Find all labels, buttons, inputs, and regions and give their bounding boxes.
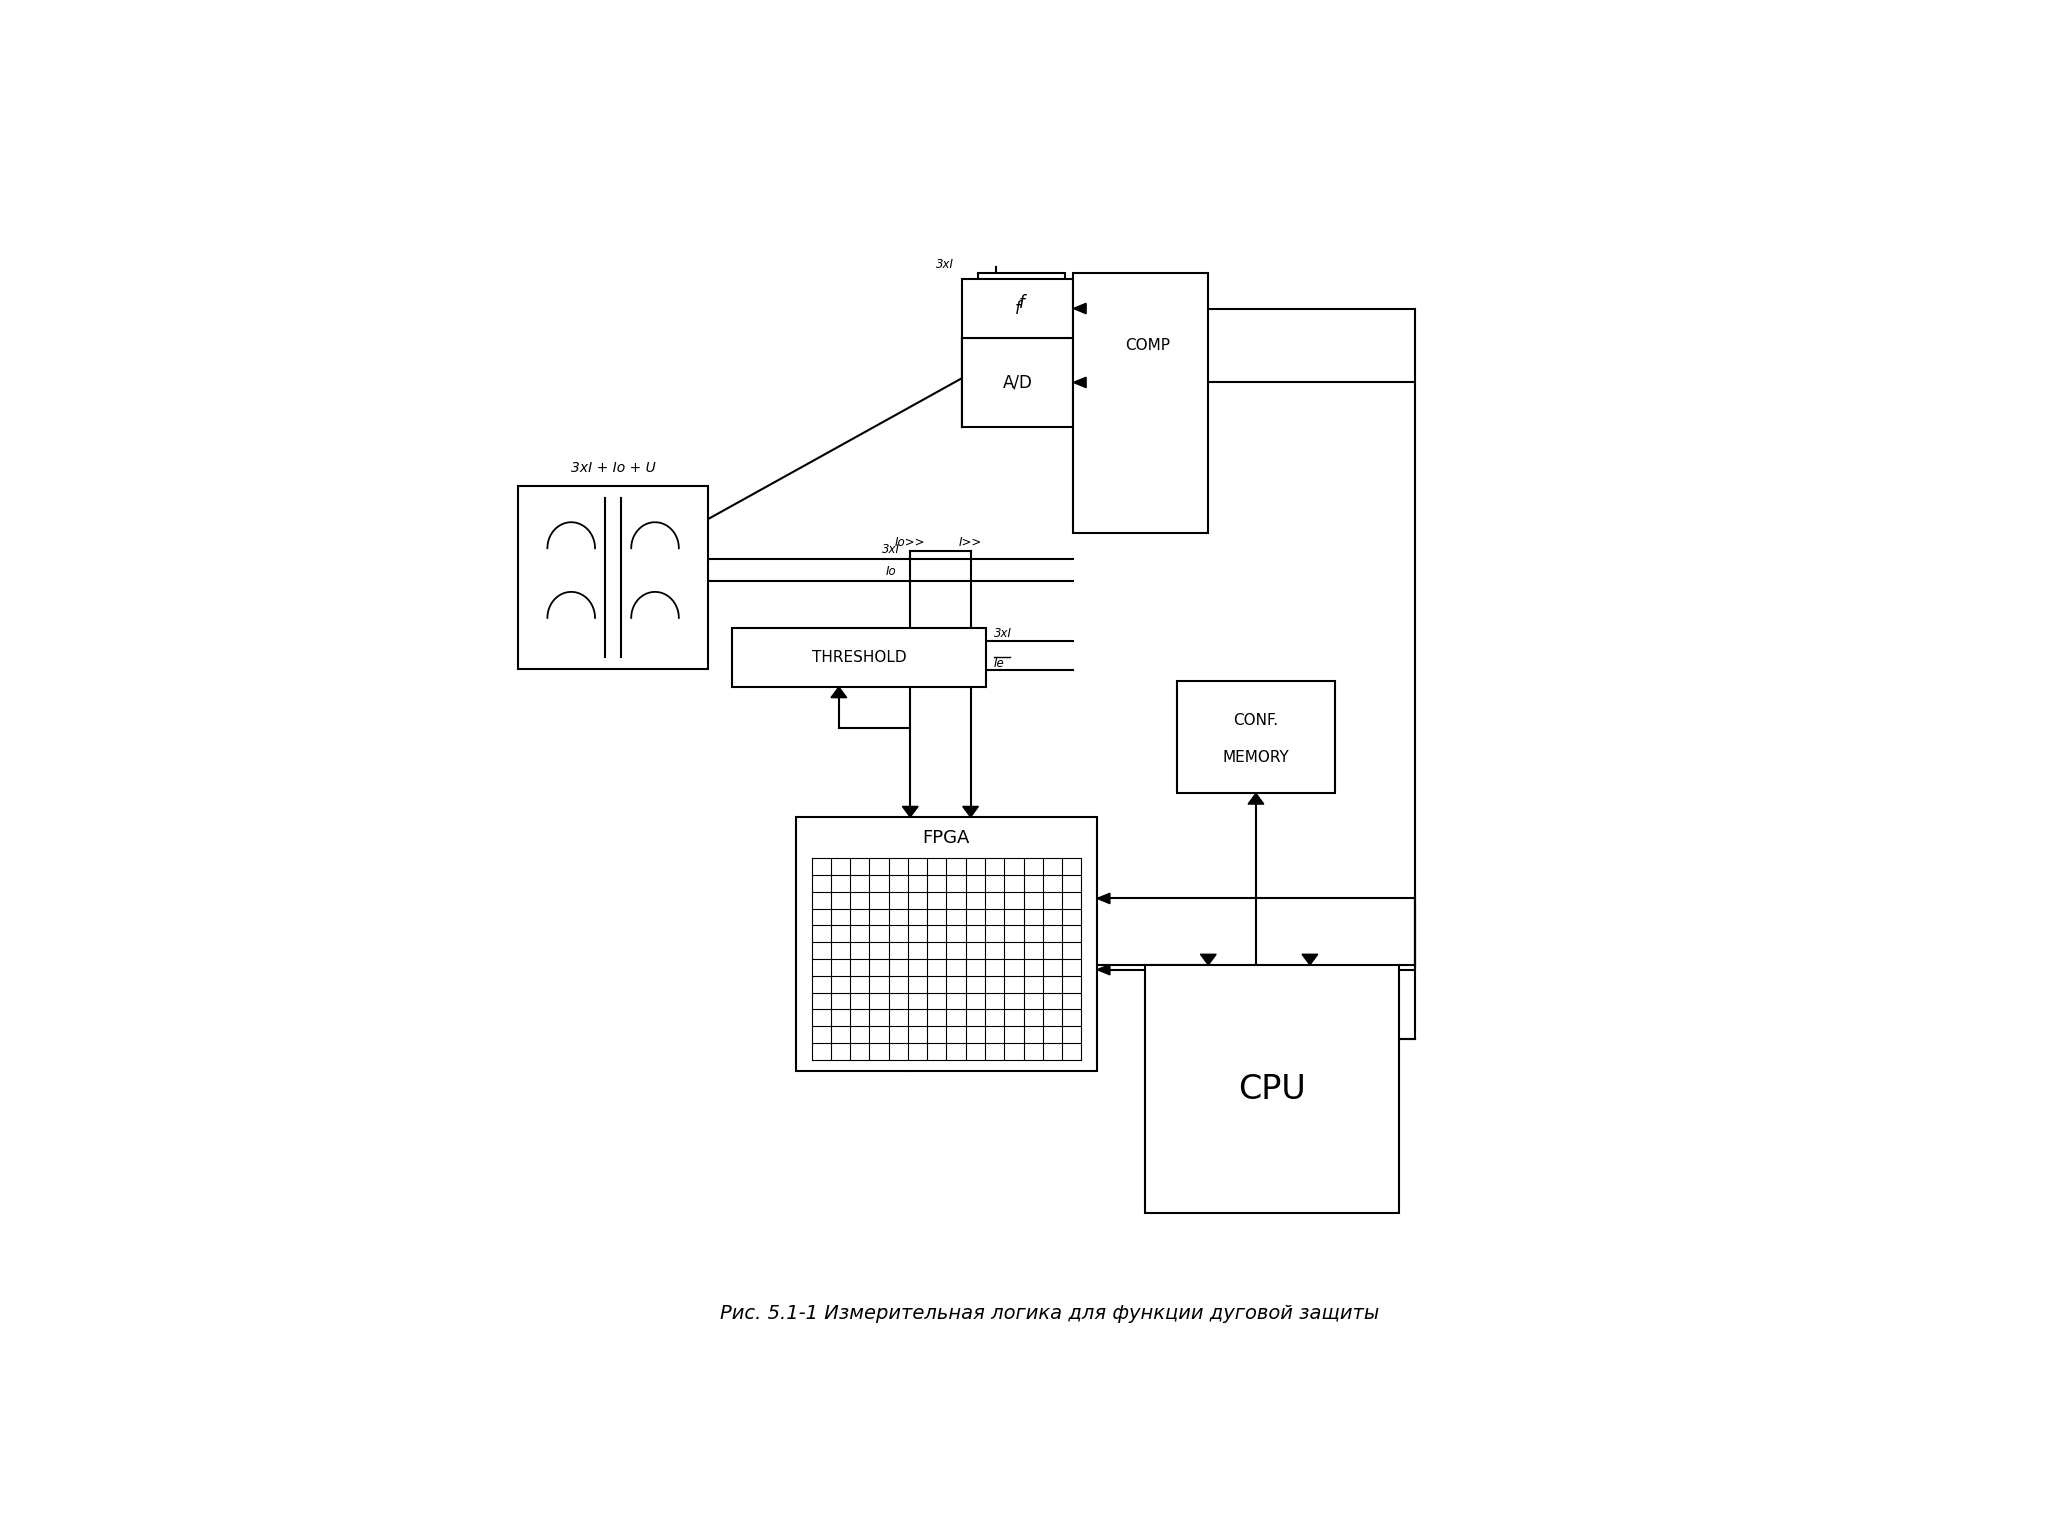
Polygon shape [1073,303,1085,313]
Text: A/D: A/D [1004,373,1032,392]
Bar [963,280,1073,338]
Polygon shape [1098,965,1110,975]
Polygon shape [1073,378,1085,387]
Bar [1145,965,1399,1213]
Text: Io: Io [885,565,897,578]
Polygon shape [903,806,918,817]
Text: 3xI: 3xI [993,627,1012,641]
Bar [795,817,1098,1072]
Text: Рис. 5.1-1 Измерительная логика для функции дуговой защиты: Рис. 5.1-1 Измерительная логика для функ… [721,1304,1378,1324]
Text: Ie: Ie [993,657,1006,670]
Bar [1176,680,1335,794]
Polygon shape [1098,894,1110,903]
Bar [963,338,1073,427]
Text: 3xI + Io + U: 3xI + Io + U [571,461,655,475]
Bar [733,628,987,687]
Text: FPGA: FPGA [924,829,971,848]
Text: 3xI: 3xI [936,258,954,272]
Text: Io>>: Io>> [895,536,926,550]
Polygon shape [1247,794,1264,803]
Polygon shape [1200,954,1217,965]
Text: COMP: COMP [1124,338,1169,353]
Text: CONF.: CONF. [1233,713,1278,728]
Text: f: f [1016,300,1020,318]
Text: THRESHOLD: THRESHOLD [811,650,907,665]
Text: I>>: I>> [958,536,983,550]
Text: 3xI: 3xI [883,544,899,556]
Text: CPU: CPU [1237,1072,1307,1106]
Bar [518,485,709,670]
Text: MEMORY: MEMORY [1223,750,1290,765]
Text: f: f [1020,293,1024,312]
Polygon shape [963,806,979,817]
Bar [1073,273,1208,533]
Bar [979,273,1065,332]
Polygon shape [1303,954,1317,965]
Polygon shape [831,687,846,697]
